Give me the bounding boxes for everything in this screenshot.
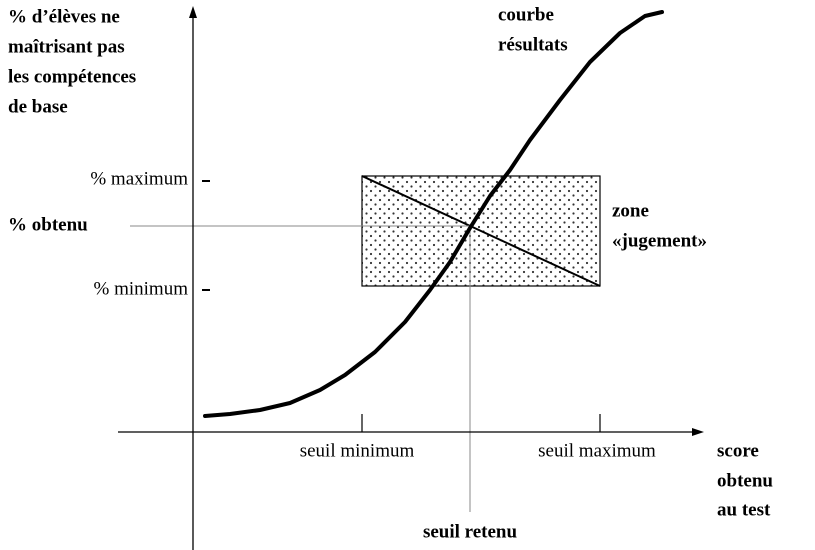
threshold-label: seuil maximum [538, 440, 656, 461]
results-curve [203, 10, 664, 418]
level-label: % minimum [94, 278, 189, 299]
x-axis-label: score [717, 440, 759, 461]
x-axis-label: au test [717, 499, 771, 520]
y-axis-label: les compétences [8, 66, 136, 87]
y-axis-label: de base [8, 96, 68, 117]
threshold-label: seuil minimum [300, 440, 415, 461]
curve-label: courbe [498, 4, 554, 25]
zone-label: zone [612, 200, 649, 221]
level-label: % obtenu [8, 214, 88, 235]
diagonal [361, 175, 601, 287]
threshold-label: seuil retenu [423, 521, 518, 542]
y-axis-label: % d’élèves ne [8, 6, 120, 27]
curve-label: résultats [498, 34, 568, 55]
x-axis-label: obtenu [717, 470, 773, 491]
y-arrow [189, 6, 197, 18]
x-arrow [692, 428, 704, 436]
level-label: % maximum [90, 168, 188, 189]
y-axis-label: maîtrisant pas [8, 36, 125, 57]
zone-label: «jugement» [612, 230, 707, 251]
